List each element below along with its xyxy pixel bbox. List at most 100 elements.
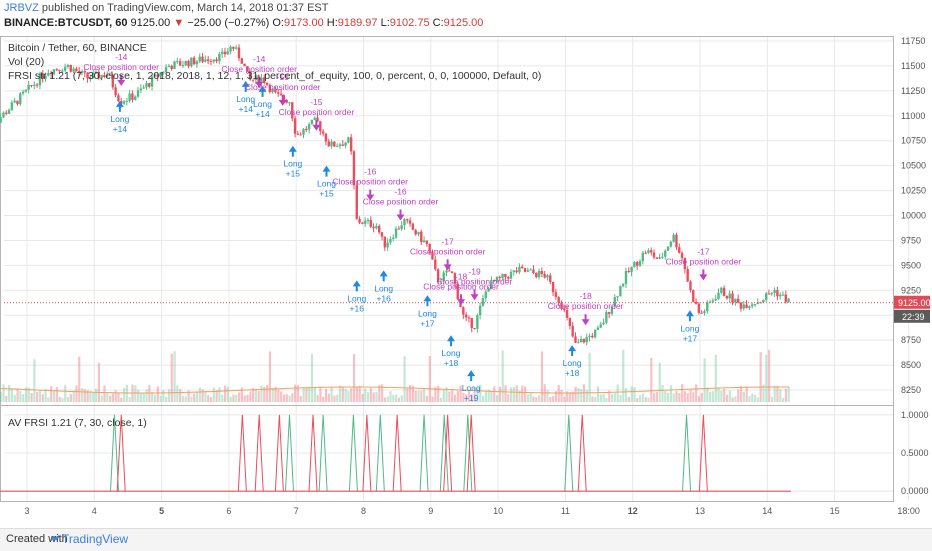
candle-body <box>7 109 11 114</box>
price-now: 9125.00 <box>130 17 171 29</box>
volume-bar <box>322 396 325 402</box>
candle-body <box>750 304 754 307</box>
volume-bar <box>481 395 485 402</box>
long-label: Long <box>418 308 437 318</box>
volume-bar <box>594 397 597 402</box>
candle-body <box>139 88 143 91</box>
candle-body <box>462 307 465 315</box>
candle-body <box>450 271 454 274</box>
candle-body <box>24 89 28 92</box>
volume-bar <box>462 392 465 402</box>
tradingview-brand[interactable]: TradingView <box>62 532 129 546</box>
volume-bar <box>577 387 580 402</box>
volume-bar <box>5 395 8 402</box>
candle-body <box>277 92 280 94</box>
author-link[interactable]: JRBVZ <box>4 2 39 14</box>
candle-body <box>557 296 560 303</box>
frsi-spike <box>116 414 126 492</box>
volume-bar <box>288 395 291 402</box>
volume-bar <box>425 396 429 402</box>
volume-bar <box>27 387 30 402</box>
volume-bar <box>400 395 403 402</box>
candle-body <box>389 239 392 243</box>
volume-bar <box>123 387 126 402</box>
volume-bar <box>190 396 193 402</box>
volume-bar <box>193 393 196 402</box>
down-arrow-icon: ▼ <box>173 17 185 29</box>
candle-body <box>372 226 375 229</box>
volume-bar <box>664 390 667 402</box>
candle-body <box>61 70 64 72</box>
candle-body <box>650 250 653 253</box>
volume-bar <box>532 396 535 402</box>
candle-body <box>105 74 109 77</box>
volume-bar <box>658 362 661 402</box>
candle-body <box>776 290 779 297</box>
long-arrow-icon <box>322 165 331 177</box>
candle-body <box>484 291 487 299</box>
price-tick-label: 8500 <box>901 360 921 370</box>
volume-bar <box>723 388 726 402</box>
long-label: Long <box>442 348 461 358</box>
volume-bar <box>299 396 302 402</box>
candle-body <box>481 298 485 306</box>
volume-bar <box>498 386 501 402</box>
close-qty: -15 <box>310 97 323 107</box>
candle-body <box>722 287 726 296</box>
volume-bar <box>330 387 333 402</box>
candle-body <box>201 56 204 62</box>
volume-bar <box>636 397 639 402</box>
candle-body <box>220 51 224 54</box>
volume-bar <box>479 384 482 402</box>
volume-bar <box>515 385 518 402</box>
candle-body <box>94 71 98 74</box>
candle-body <box>282 95 286 100</box>
volume-bar <box>75 385 78 402</box>
long-arrow-icon <box>115 100 124 112</box>
close-arrow-icon <box>470 289 479 301</box>
frsi-spike <box>698 414 708 492</box>
volume-bar <box>711 391 715 402</box>
close-order-label: Close position order <box>363 197 439 207</box>
legend-strategy: FRSI str 1.21 (7, 30, close, 1, 2018, 20… <box>8 70 542 82</box>
candle-body <box>35 84 39 86</box>
candle-body <box>268 84 272 93</box>
price-tick-label: 8750 <box>901 335 921 345</box>
candle-body <box>619 286 622 297</box>
volume-bar <box>759 352 762 402</box>
close-order-label: Close position order <box>410 246 486 256</box>
chart-frame[interactable]: Long +14 -14 Close position order Long +14 -14… <box>0 36 932 522</box>
candle-body <box>778 294 782 297</box>
candle-body <box>234 47 238 49</box>
volume-bar <box>282 394 286 402</box>
candle-body <box>369 220 372 227</box>
tradingview-logo-icon <box>50 535 60 541</box>
volume-bar <box>706 387 709 402</box>
candle-body <box>153 74 157 77</box>
candle-body <box>156 74 159 77</box>
volume-bar <box>389 391 392 402</box>
volume-bar <box>423 389 426 402</box>
footer: Created with TradingView <box>0 528 932 551</box>
volume-bar <box>784 388 788 402</box>
volume-bar <box>212 387 215 402</box>
volume-bar <box>352 354 356 402</box>
price-tick-label: 11500 <box>901 61 925 71</box>
volume-bar <box>268 351 272 402</box>
candle-body <box>164 67 168 73</box>
candle-body <box>568 317 572 326</box>
long-label: Long <box>236 94 255 104</box>
candle-body <box>445 270 448 273</box>
volume-bar <box>207 395 210 402</box>
frsi-spike <box>284 414 294 492</box>
price-tick-label: 9750 <box>901 235 921 245</box>
price-tick-label: 10750 <box>901 136 926 146</box>
volume-bar <box>689 390 692 402</box>
volume-bar <box>296 385 300 402</box>
candle-body <box>120 101 123 104</box>
volume-bar <box>361 393 364 402</box>
candle-body <box>260 77 263 84</box>
time-tick-label: 9 <box>428 506 433 516</box>
volume-bar <box>38 389 42 402</box>
